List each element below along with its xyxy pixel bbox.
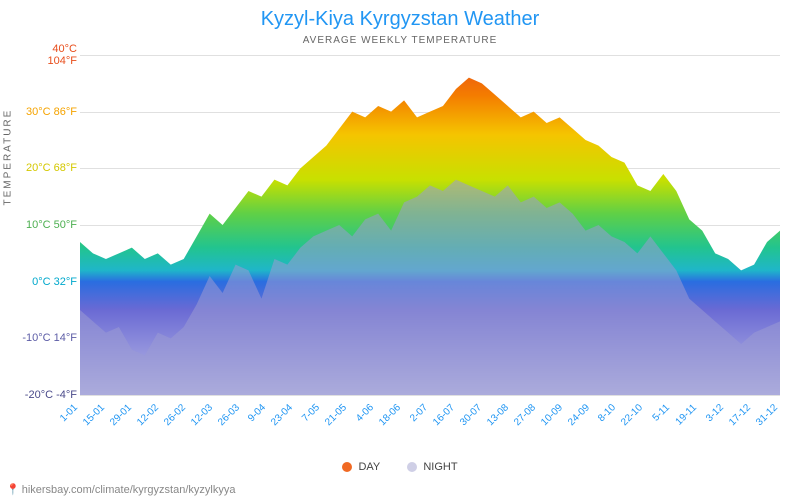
ytick-label: 20°C 68°F [22,162,77,174]
xtick-label: 30-07 [458,402,484,428]
legend-label-day: DAY [358,461,380,473]
xtick-label: 2-07 [408,402,430,424]
ytick-label: -20°C -4°F [22,389,77,401]
xtick-label: 22-10 [620,402,646,428]
xtick-label: 19-11 [674,402,699,427]
source-footer: 📍hikersbay.com/climate/kyrgyzstan/kyzylk… [6,483,235,496]
xtick-label: 23-04 [270,402,296,428]
legend-dot-day [342,462,352,472]
xtick-label: 31-12 [754,402,780,428]
xtick-label: 26-02 [162,402,188,428]
xtick-label: 29-01 [108,402,134,428]
xtick-label: 16-07 [431,402,457,428]
ytick-label: 10°C 50°F [22,219,77,231]
xtick-label: 12-02 [135,402,161,428]
xtick-label: 21-05 [323,402,349,428]
xtick-label: 17-12 [727,402,753,428]
chart-plot-area [80,55,780,395]
xtick-label: 8-10 [597,402,619,424]
xtick-label: 12-03 [189,402,215,428]
page-title: Kyzyl-Kiya Kyrgyzstan Weather [0,0,800,31]
xtick-label: 1-01 [58,402,80,424]
legend-item-night: NIGHT [407,461,457,473]
xtick-label: 27-08 [512,402,538,428]
ytick-label: 40°C 104°F [22,43,77,67]
xtick-label: 9-04 [247,402,269,424]
xtick-label: 26-03 [216,402,242,428]
y-axis-label: TEMPERATURE [3,109,14,206]
xtick-label: 15-01 [81,402,107,428]
pin-icon: 📍 [6,484,20,496]
legend-label-night: NIGHT [423,461,457,473]
ytick-label: -10°C 14°F [22,332,77,344]
source-url: hikersbay.com/climate/kyrgyzstan/kyzylky… [22,484,236,496]
chart-legend: DAY NIGHT [0,461,800,475]
xtick-label: 18-06 [377,402,403,428]
temperature-chart-svg [80,55,780,395]
xtick-label: 3-12 [704,402,726,424]
legend-dot-night [407,462,417,472]
ytick-label: 0°C 32°F [22,276,77,288]
ytick-label: 30°C 86°F [22,106,77,118]
xtick-label: 24-09 [566,402,592,428]
xtick-label: 7-05 [300,402,322,424]
xtick-label: 5-11 [651,402,672,423]
xtick-label: 13-08 [485,402,511,428]
xtick-label: 10-09 [539,402,565,428]
chart-subtitle: AVERAGE WEEKLY TEMPERATURE [0,35,800,46]
xtick-label: 4-06 [354,402,376,424]
legend-item-day: DAY [342,461,380,473]
